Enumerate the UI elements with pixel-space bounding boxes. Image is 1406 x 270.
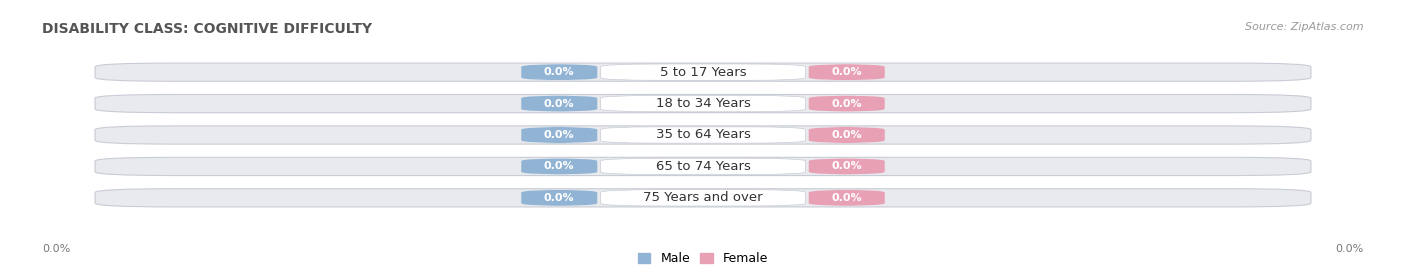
FancyBboxPatch shape xyxy=(808,95,884,112)
FancyBboxPatch shape xyxy=(808,64,884,80)
Text: 0.0%: 0.0% xyxy=(831,161,862,171)
Text: 18 to 34 Years: 18 to 34 Years xyxy=(655,97,751,110)
Text: DISABILITY CLASS: COGNITIVE DIFFICULTY: DISABILITY CLASS: COGNITIVE DIFFICULTY xyxy=(42,22,373,36)
Text: Source: ZipAtlas.com: Source: ZipAtlas.com xyxy=(1246,22,1364,32)
FancyBboxPatch shape xyxy=(600,64,806,80)
Text: 0.0%: 0.0% xyxy=(544,67,575,77)
Text: 0.0%: 0.0% xyxy=(544,161,575,171)
Text: 0.0%: 0.0% xyxy=(831,130,862,140)
FancyBboxPatch shape xyxy=(522,190,598,206)
FancyBboxPatch shape xyxy=(522,127,598,143)
Text: 0.0%: 0.0% xyxy=(544,130,575,140)
FancyBboxPatch shape xyxy=(522,64,598,80)
FancyBboxPatch shape xyxy=(96,189,1310,207)
Text: 0.0%: 0.0% xyxy=(1336,244,1364,254)
FancyBboxPatch shape xyxy=(808,190,884,206)
Legend: Male, Female: Male, Female xyxy=(633,247,773,270)
Text: 0.0%: 0.0% xyxy=(831,99,862,109)
Text: 0.0%: 0.0% xyxy=(544,193,575,203)
Text: 0.0%: 0.0% xyxy=(544,99,575,109)
FancyBboxPatch shape xyxy=(600,190,806,206)
FancyBboxPatch shape xyxy=(96,126,1310,144)
FancyBboxPatch shape xyxy=(600,127,806,143)
FancyBboxPatch shape xyxy=(600,158,806,175)
FancyBboxPatch shape xyxy=(808,158,884,175)
FancyBboxPatch shape xyxy=(522,158,598,175)
FancyBboxPatch shape xyxy=(808,127,884,143)
Text: 75 Years and over: 75 Years and over xyxy=(643,191,763,204)
FancyBboxPatch shape xyxy=(96,63,1310,81)
Text: 35 to 64 Years: 35 to 64 Years xyxy=(655,129,751,141)
FancyBboxPatch shape xyxy=(96,94,1310,113)
FancyBboxPatch shape xyxy=(600,95,806,112)
Text: 0.0%: 0.0% xyxy=(42,244,70,254)
Text: 0.0%: 0.0% xyxy=(831,193,862,203)
FancyBboxPatch shape xyxy=(522,95,598,112)
FancyBboxPatch shape xyxy=(96,157,1310,176)
Text: 65 to 74 Years: 65 to 74 Years xyxy=(655,160,751,173)
Text: 0.0%: 0.0% xyxy=(831,67,862,77)
Text: 5 to 17 Years: 5 to 17 Years xyxy=(659,66,747,79)
